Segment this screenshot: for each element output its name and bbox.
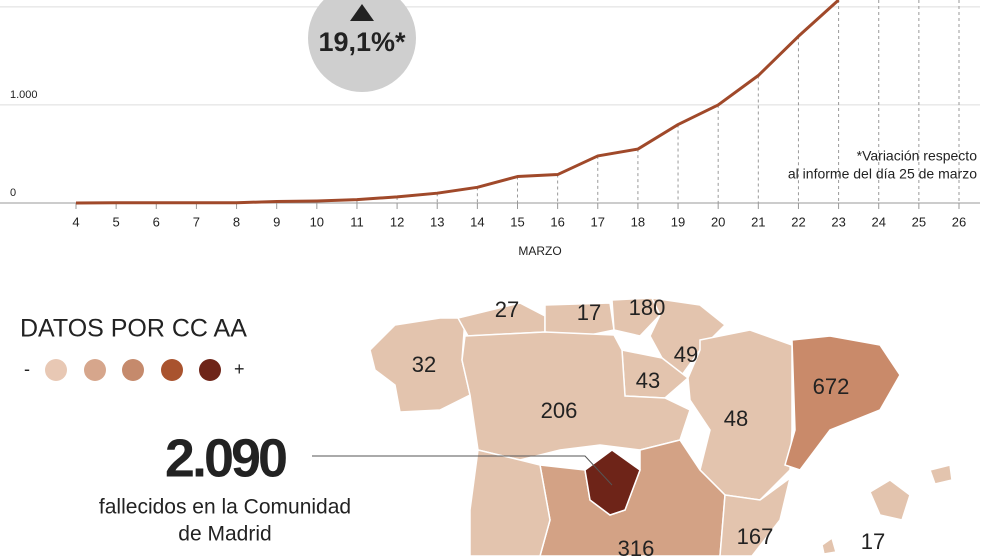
x-tick-label: 14 [470, 214, 484, 229]
x-tick-label: 24 [871, 214, 885, 229]
legend-low: - [24, 359, 30, 379]
x-tick-label: 5 [113, 214, 120, 229]
leader-line [312, 455, 613, 486]
x-tick-label: 6 [153, 214, 160, 229]
legend-high: + [234, 359, 245, 379]
x-tick-label: 7 [193, 214, 200, 229]
x-tick-label: 21 [751, 214, 765, 229]
region-label: 672 [813, 374, 850, 399]
region-label: 27 [495, 297, 519, 322]
y-tick-label: 0 [10, 187, 16, 199]
legend-swatch [199, 359, 221, 381]
badge-arrow [350, 4, 374, 21]
legend-title: DATOS POR CC AA [20, 315, 247, 343]
x-tick-label: 16 [550, 214, 564, 229]
legend-swatch [161, 359, 183, 381]
region [784, 335, 901, 471]
x-axis-label: MARZO [518, 244, 561, 258]
line-chart: 0 1.000 2.000 4 5 6 7 8 9 10 11 12 13 14 15 16 17 18 19 20 2… [0, 0, 980, 229]
region [719, 476, 792, 556]
region [611, 297, 661, 337]
highlight-text: fallecidos en la Comunidad [99, 496, 351, 519]
region [821, 536, 837, 555]
legend-swatch [122, 359, 144, 381]
region-label: 32 [412, 352, 436, 377]
note: *Variación respecto [857, 148, 978, 164]
highlight-text: de Madrid [178, 523, 271, 546]
x-tick-label: 11 [350, 214, 364, 229]
badge-value: 19,1%* [318, 27, 406, 57]
region-label: 167 [737, 524, 774, 549]
y-tick-label: 1.000 [10, 89, 38, 101]
region-label: 17 [577, 300, 601, 325]
region [544, 302, 615, 337]
x-tick-label: 26 [952, 214, 966, 229]
x-tick-label: 15 [510, 214, 524, 229]
region [929, 464, 953, 485]
x-tick-label: 19 [671, 214, 685, 229]
x-tick-label: 8 [233, 214, 240, 229]
region-label: 49 [674, 342, 698, 367]
map [369, 297, 953, 556]
region [584, 449, 641, 516]
badge [308, 0, 416, 92]
x-tick-label: 20 [711, 214, 725, 229]
region-label: 206 [541, 398, 578, 423]
x-tick-label: 4 [72, 214, 79, 229]
region-label: 180 [629, 295, 666, 320]
region-label: 316 [618, 536, 655, 556]
y-tick-label: 2.000 [10, 0, 38, 3]
x-tick-label: 18 [631, 214, 645, 229]
x-tick-label: 25 [912, 214, 926, 229]
x-tick-label: 13 [430, 214, 444, 229]
region-label: 48 [724, 406, 748, 431]
region-label: 17 [861, 529, 885, 554]
note: al informe del día 25 de marzo [788, 166, 977, 182]
x-tick-label: 23 [831, 214, 845, 229]
highlight-value: 2.090 [165, 428, 286, 488]
x-tick-label: 9 [273, 214, 280, 229]
region [869, 479, 911, 521]
x-tick-label: 17 [591, 214, 605, 229]
legend-swatch [84, 359, 106, 381]
x-tick-label: 10 [310, 214, 324, 229]
region-label: 43 [636, 368, 660, 393]
legend-swatch [45, 359, 67, 381]
x-tick-label: 22 [791, 214, 805, 229]
region [469, 449, 551, 556]
x-tick-label: 12 [390, 214, 404, 229]
data-line [75, 0, 840, 205]
